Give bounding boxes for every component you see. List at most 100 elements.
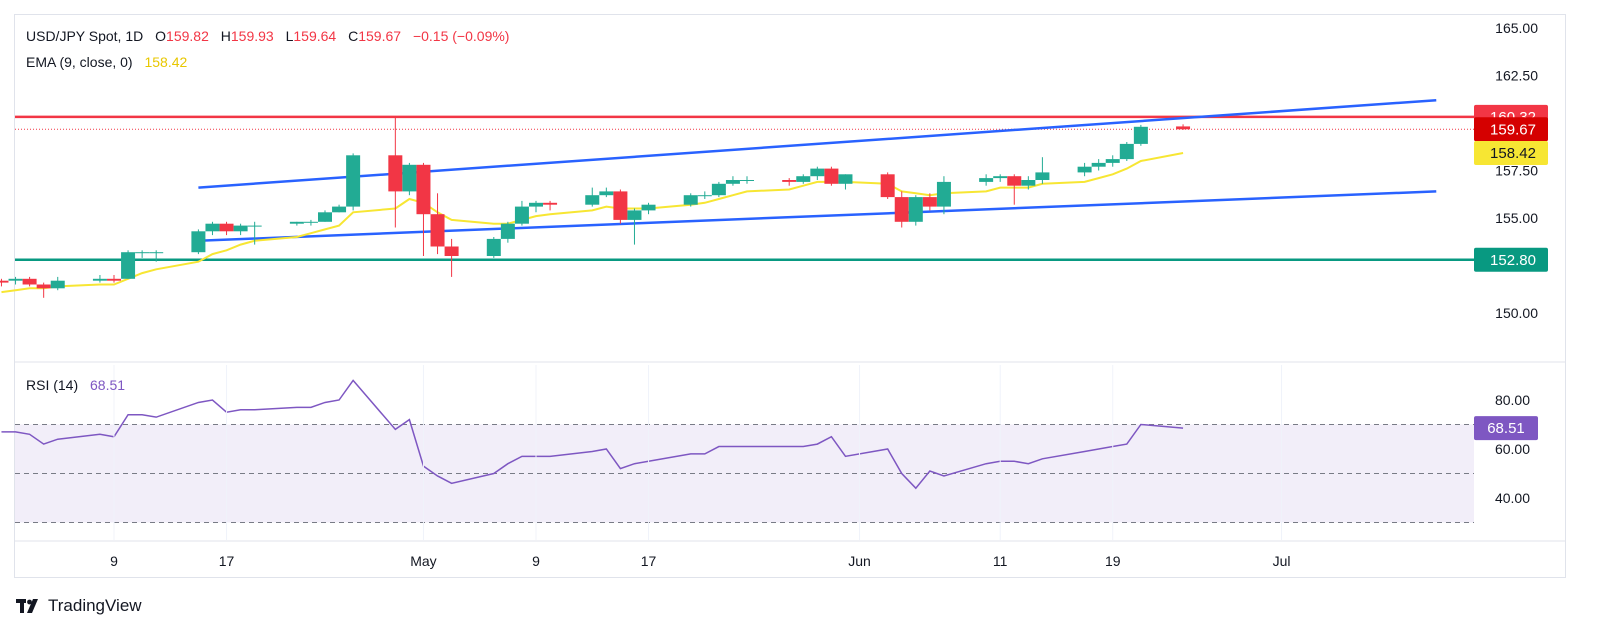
candle (303, 219, 318, 226)
rsi-legend-value: 68.51 (90, 377, 126, 393)
candle-body (107, 278, 121, 281)
candle (936, 176, 951, 215)
high-value: 159.93 (230, 28, 274, 44)
candle (1176, 124, 1191, 130)
candle-body (641, 204, 656, 211)
candle (922, 193, 937, 211)
candle-body (810, 168, 825, 177)
rsi-value-badge (1474, 416, 1538, 441)
tradingview-logo[interactable]: TradingView (16, 596, 142, 616)
candle-body (1035, 172, 1050, 180)
low-value: 159.64 (293, 28, 337, 44)
candle (149, 250, 164, 262)
candle (1091, 159, 1106, 171)
time-tick-label: 19 (1105, 553, 1121, 569)
candle (1021, 176, 1036, 190)
candle (1105, 155, 1120, 167)
candle-body (1119, 143, 1134, 160)
candle-body (22, 278, 37, 285)
candle (796, 174, 811, 184)
candle-body (782, 180, 797, 182)
candle-body (993, 176, 1008, 179)
candle (894, 191, 909, 228)
candle (0, 278, 9, 287)
candle-body (1105, 159, 1120, 163)
candle (697, 191, 712, 199)
price-tick-label: 165.00 (1495, 20, 1538, 36)
candle-body (627, 210, 642, 220)
candle-body (908, 197, 923, 222)
open-value: 159.82 (166, 28, 209, 44)
candle-body (543, 202, 558, 205)
candle-body (444, 246, 459, 256)
symbol-title: USD/JPY Spot, 1D (26, 28, 144, 44)
candle-body (8, 278, 23, 281)
trend-channel-lower (198, 190, 1437, 243)
candle-body (880, 174, 895, 198)
candle (1077, 162, 1092, 177)
time-tick-label: 17 (219, 553, 235, 569)
candle-body (585, 195, 600, 205)
support-badge (1474, 247, 1548, 272)
candle (318, 210, 332, 222)
candle (205, 221, 220, 236)
candle-body (416, 164, 431, 215)
candle-body (233, 225, 248, 232)
rsi-line (1, 379, 1184, 490)
candle-body (247, 225, 262, 227)
tradingview-icon (16, 599, 38, 613)
candle-body (191, 231, 206, 253)
rsi-tick-label: 40.00 (1495, 490, 1530, 506)
candle (543, 200, 558, 211)
rsi-legend: RSI (14) 68.51 (26, 377, 127, 393)
candle (908, 195, 923, 226)
candle-body (346, 155, 361, 207)
candle-body (303, 221, 318, 223)
time-tick-label: 11 (993, 553, 1008, 569)
candle-body (1133, 126, 1148, 144)
candle (8, 276, 23, 285)
candle (1119, 142, 1134, 161)
candle-body (1007, 176, 1022, 186)
candle-body (121, 252, 136, 279)
candle (824, 166, 839, 186)
close-value: 159.67 (358, 28, 402, 44)
low-label: L (285, 28, 294, 44)
candle-body (149, 252, 164, 254)
ema-legend-value: 158.42 (144, 54, 188, 70)
change-value: −0.15 (−0.09%) (412, 28, 510, 44)
candle-body (50, 280, 65, 289)
candle (599, 187, 614, 198)
candle-body (529, 202, 543, 207)
rsi-legend-label: RSI (14) (26, 377, 79, 393)
candle-body (796, 176, 811, 182)
time-tick-label: Jul (1273, 553, 1291, 569)
candle (1035, 157, 1050, 184)
support-badge-label: 152.80 (1490, 252, 1536, 269)
candle (641, 202, 656, 215)
time-tick-label: Jun (848, 553, 871, 569)
candle (782, 178, 797, 186)
candle (613, 189, 628, 224)
candle-body (0, 280, 9, 283)
candle (979, 174, 994, 186)
candle (500, 221, 515, 243)
ema-badge-label: 158.42 (1490, 145, 1536, 162)
candle (402, 162, 417, 196)
candle (1007, 174, 1022, 205)
candle-body (486, 238, 501, 256)
candle (740, 176, 754, 184)
ema-badge (1474, 141, 1548, 166)
candle-body (430, 214, 445, 247)
candle-body (332, 206, 347, 213)
candle (332, 204, 347, 213)
chart-frame (14, 14, 1566, 578)
candle-body (135, 252, 150, 254)
candle-body (219, 223, 234, 232)
close-label: C (348, 28, 359, 44)
candle (107, 275, 121, 283)
candle (36, 282, 51, 298)
candle-body (289, 221, 304, 224)
candle (683, 193, 698, 207)
